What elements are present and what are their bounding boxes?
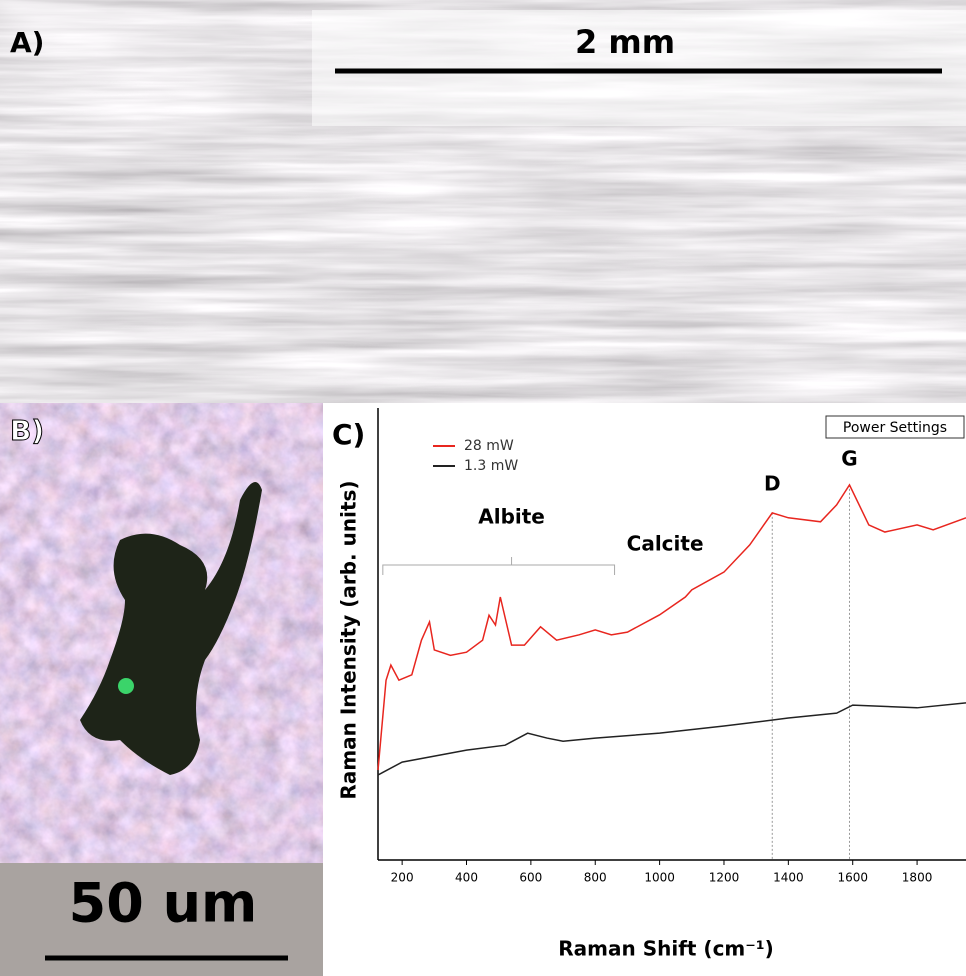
x-tick-label: 800 [584,871,607,885]
scale-label: 2 mm [575,23,675,61]
scale-label: 50 um [69,872,258,935]
bracket [383,557,615,575]
annotation: Calcite [627,532,704,556]
figure: 2 mm A) 50 um B) C) Power Settings Raman… [0,0,966,976]
x-tick-label: 1000 [644,871,675,885]
panel-label: A) [10,26,44,59]
annotation: D [764,472,781,496]
panel-b: 50 um B) [0,403,323,976]
y-axis-label: Raman Intensity (arb. units) [337,480,361,799]
x-tick-label: 1600 [837,871,868,885]
panel-label: B) [10,414,44,447]
panel-a: 2 mm A) [0,0,966,403]
x-axis-label: Raman Shift (cm⁻¹) [558,937,773,961]
legend-label: 28 mW [464,438,514,454]
spectrum-line [378,485,966,770]
x-tick-label: 1800 [902,871,933,885]
panel-c: C) Power Settings Raman Shift (cm⁻¹) Ram… [332,408,966,961]
spectrum-line [378,703,966,775]
laser-spot [118,678,134,694]
annotation: Albite [478,505,545,529]
x-tick-label: 1400 [773,871,804,885]
annotation: G [841,447,857,471]
x-tick-label: 400 [455,871,478,885]
panel-label: C) [332,418,365,451]
legend-label: 1.3 mW [464,458,518,474]
legend-title: Power Settings [843,420,947,436]
x-tick-label: 1200 [709,871,740,885]
x-tick-label: 200 [391,871,414,885]
x-tick-label: 600 [519,871,542,885]
